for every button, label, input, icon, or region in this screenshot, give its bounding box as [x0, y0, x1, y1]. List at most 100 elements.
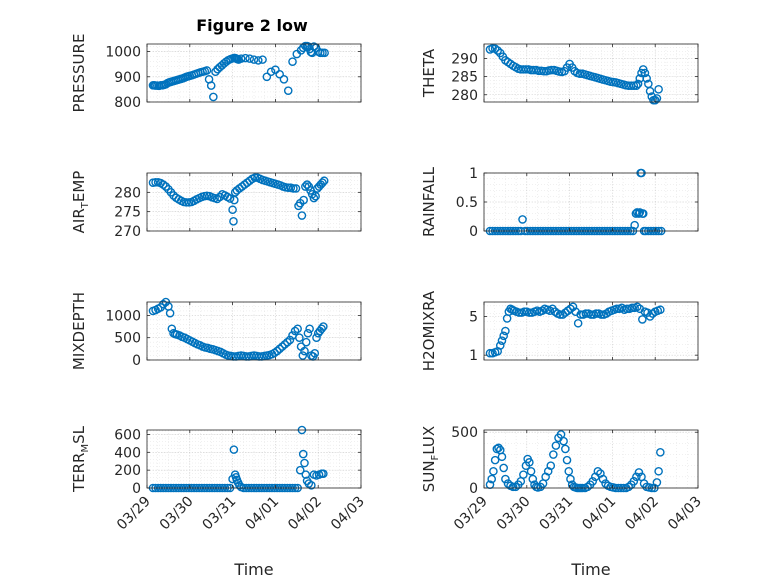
data-point — [489, 466, 498, 476]
data-point — [596, 310, 606, 319]
data-point — [490, 455, 500, 465]
data-point — [598, 474, 608, 484]
data-point — [225, 194, 235, 203]
y-tick-label: 200 — [114, 463, 141, 479]
data-point — [271, 65, 280, 75]
data-point — [229, 445, 239, 454]
data-point — [298, 351, 308, 360]
data-point — [241, 53, 250, 63]
data-point — [279, 75, 289, 84]
y-tick-label: 900 — [114, 70, 141, 86]
data-point — [319, 176, 329, 186]
data-point — [497, 452, 507, 462]
y-tick-label: 280 — [451, 88, 478, 104]
data-point — [564, 466, 574, 476]
data-point — [298, 449, 308, 459]
y-tick-label: 290 — [451, 52, 478, 68]
data-point — [309, 193, 319, 203]
data-point — [312, 333, 321, 342]
data-point — [303, 328, 313, 338]
data-point — [547, 65, 556, 75]
y-tick-label: 500 — [114, 331, 141, 347]
data-point — [487, 474, 497, 484]
data-point — [236, 54, 246, 63]
y-axis-label: MIXDEPTH — [70, 292, 88, 370]
data-point — [638, 209, 648, 218]
data-point — [202, 66, 212, 75]
data-point — [158, 299, 168, 309]
data-point — [497, 336, 507, 345]
data-point — [262, 72, 272, 82]
y-tick-label: 0 — [132, 481, 141, 497]
x-axis-label: Time — [233, 560, 273, 579]
axes-frame — [146, 301, 362, 361]
data-point — [495, 341, 505, 350]
y-tick-label: 270 — [114, 224, 141, 240]
y-tick-label: 500 — [451, 425, 478, 441]
data-point — [319, 322, 328, 331]
axes-frame — [483, 301, 699, 361]
y-tick-label: 1 — [469, 166, 478, 182]
y-axis-label: TERRMSL — [70, 425, 91, 493]
data-point — [508, 482, 518, 492]
data-point — [161, 182, 171, 191]
axes-background — [147, 430, 361, 488]
data-point — [296, 46, 306, 55]
data-point — [317, 324, 326, 334]
data-point — [528, 474, 538, 484]
y-tick-label: 1 — [469, 348, 478, 364]
y-tick-label: 285 — [451, 70, 478, 86]
y-tick-label: 0 — [469, 224, 478, 240]
data-point — [249, 55, 259, 64]
data-point — [624, 482, 633, 492]
y-axis-label: H2OMIXRA — [420, 290, 438, 371]
axes-frame — [146, 172, 362, 232]
data-point — [289, 184, 298, 193]
data-point — [568, 302, 578, 312]
data-point — [633, 79, 643, 89]
data-point — [630, 220, 639, 230]
data-point — [583, 482, 592, 492]
data-point — [525, 308, 534, 317]
subplot-1: 800 900 1000 PRESSURE — [70, 34, 362, 113]
y-tick-label: 280 — [114, 185, 141, 201]
data-point — [258, 55, 267, 64]
data-point — [525, 458, 534, 467]
data-point — [310, 349, 320, 358]
data-point — [501, 326, 510, 336]
data-point — [275, 344, 284, 354]
data-point — [632, 208, 642, 217]
data-point — [280, 340, 290, 349]
data-point — [206, 81, 216, 90]
y-axis-label: THETA — [420, 48, 438, 98]
data-point — [182, 198, 191, 207]
y-axis-label: PRESSURE — [70, 34, 88, 113]
data-point — [275, 69, 284, 79]
data-point — [632, 472, 641, 482]
data-point — [650, 95, 660, 105]
data-point — [638, 315, 647, 324]
data-point — [494, 443, 503, 453]
data-point — [295, 465, 305, 475]
subplot-2: 280 285 290 THETA — [420, 43, 699, 105]
data-point — [634, 468, 644, 477]
data-point — [499, 331, 508, 341]
data-point — [221, 57, 231, 66]
y-tick-label: 400 — [114, 445, 141, 461]
data-point — [318, 178, 327, 187]
data-point — [588, 477, 598, 486]
data-point — [209, 92, 218, 102]
axes-frame — [146, 43, 362, 103]
data-point — [632, 81, 641, 90]
data-point — [266, 67, 276, 77]
data-point — [283, 337, 292, 347]
data-point — [645, 86, 655, 96]
data-point — [300, 346, 309, 356]
axes-frame — [146, 429, 362, 489]
data-point — [551, 441, 561, 450]
data-point — [642, 74, 651, 83]
subplot-4: 0 0.5 1 RAINFALL — [420, 166, 699, 240]
data-point — [288, 57, 297, 66]
data-point — [253, 56, 263, 65]
